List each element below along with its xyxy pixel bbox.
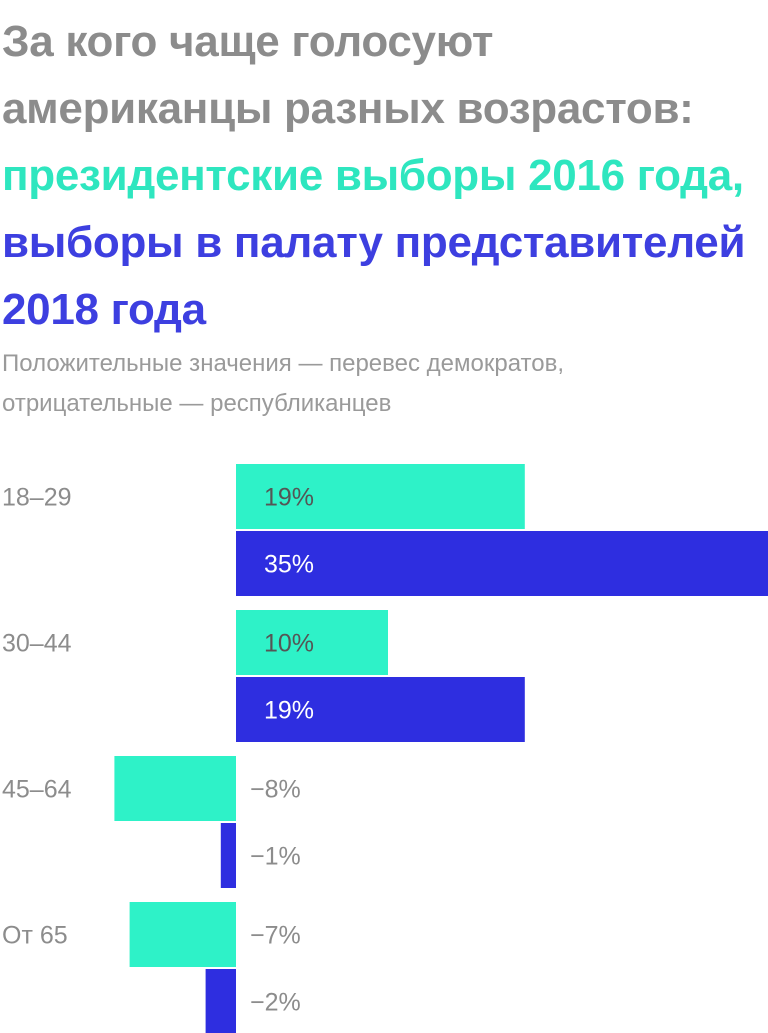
chart-subtitle: Положительные значения — перевес демокра… [2,344,768,424]
chart-title: За кого чаще голосуют американцы разных … [2,8,768,343]
category-label-18-29: 18–29 [2,484,72,512]
title-line-5: 2018 года [2,285,206,334]
value-label-series1-45-64: −8% [250,776,301,804]
bar-series1-18-29 [236,464,525,529]
value-label-series2-18-29: 35% [264,551,314,579]
title-line-4: выборы в палату представителей [2,218,746,267]
bar-series2-от-65 [205,969,236,1033]
bar-series1-от-65 [129,902,236,967]
category-label-45-64: 45–64 [2,776,72,804]
title-line-2: американцы разных возрастов: [2,84,694,133]
value-label-series2-45-64: −1% [250,843,301,871]
value-label-series2-30-44: 19% [264,697,314,725]
subtitle-line-2: отрицательные — республиканцев [2,390,392,417]
bar-series1-45-64 [114,756,236,821]
value-label-series1-18-29: 19% [264,484,314,512]
bar-series1-30-44 [236,610,388,675]
category-label-30-44: 30–44 [2,630,72,658]
value-label-series2-от-65: −2% [250,989,301,1017]
title-line-1: За кого чаще голосуют [2,17,494,66]
subtitle-line-1: Положительные значения — перевес демокра… [2,350,564,377]
bar-series2-30-44 [236,677,525,742]
bar-series2-18-29 [236,531,768,596]
category-label-от-65: От 65 [2,922,68,950]
value-label-series1-от-65: −7% [250,922,301,950]
value-label-series1-30-44: 10% [264,630,314,658]
title-line-3: президентские выборы 2016 года, [2,151,744,200]
bar-series2-45-64 [220,823,236,888]
